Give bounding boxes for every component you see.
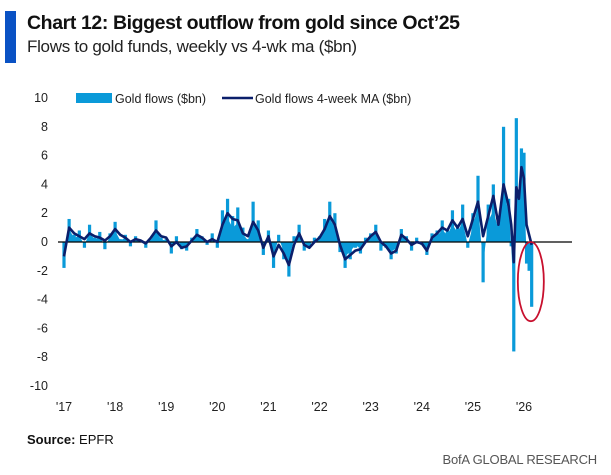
ma-line [62, 165, 533, 267]
title-accent-bar [5, 11, 16, 63]
y-tick-label: 4 [41, 177, 48, 191]
chart-subtitle: Flows to gold funds, weekly vs 4-wk ma (… [27, 37, 357, 56]
y-tick-label: 0 [41, 235, 48, 249]
y-tick-label: -6 [37, 321, 48, 335]
y-tick-label: -4 [37, 293, 48, 307]
x-tick-label: '20 [209, 400, 225, 414]
legend-label-ma: Gold flows 4-week MA ($bn) [255, 92, 411, 106]
source-value: EPFR [79, 432, 114, 447]
source-label: Source: [27, 432, 76, 447]
y-axis: 10 8 6 4 2 0 -2 -4 -6 -8 -10 [30, 91, 48, 393]
y-tick-label: -2 [37, 264, 48, 278]
chart-title: Chart 12: Biggest outflow from gold sinc… [27, 12, 460, 34]
x-tick-label: '18 [107, 400, 123, 414]
x-tick-label: '24 [414, 400, 430, 414]
x-tick-label: '22 [311, 400, 327, 414]
legend: Gold flows ($bn) Gold flows 4-week MA ($… [76, 92, 411, 106]
x-tick-label: '19 [158, 400, 174, 414]
legend-label-gold-flows: Gold flows ($bn) [115, 92, 206, 106]
x-tick-label: '25 [465, 400, 481, 414]
y-tick-label: -8 [37, 350, 48, 364]
y-tick-label: 6 [41, 149, 48, 163]
y-tick-label: -10 [30, 379, 48, 393]
source-note: Source: EPFR [27, 432, 114, 447]
x-tick-label: '21 [260, 400, 276, 414]
y-tick-label: 10 [34, 91, 48, 105]
x-axis: '17 '18 '19 '20 '21 '22 '23 '24 '25 '26 [56, 400, 532, 414]
x-tick-label: '17 [56, 400, 72, 414]
highlight-circle-annotation [516, 241, 545, 323]
legend-swatch-gold-flows [76, 93, 112, 103]
x-tick-label: '26 [516, 400, 532, 414]
brand-label: BofA GLOBAL RESEARCH [442, 452, 598, 467]
y-tick-label: 2 [41, 206, 48, 220]
x-tick-label: '23 [363, 400, 379, 414]
y-tick-label: 8 [41, 120, 48, 134]
